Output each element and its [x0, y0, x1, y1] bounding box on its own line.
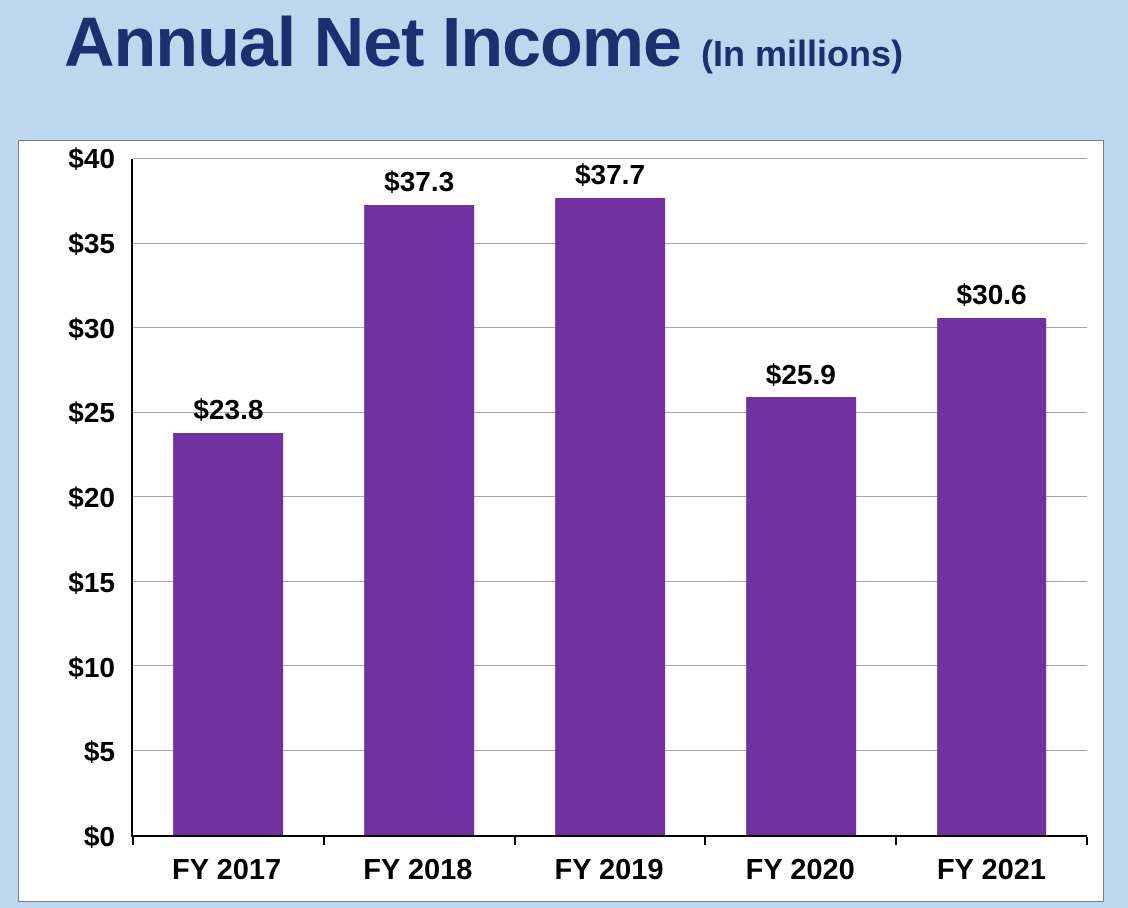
- bar-fy-2021: [936, 317, 1047, 835]
- y-tick-label: $30: [68, 312, 115, 344]
- gridline: [133, 158, 1087, 159]
- y-tick-label: $10: [68, 651, 115, 683]
- y-tick-label: $25: [68, 397, 115, 429]
- chart-subtitle: (In millions): [700, 33, 903, 74]
- x-tick-label: FY 2018: [363, 853, 473, 886]
- x-tick-label: FY 2020: [745, 853, 855, 886]
- y-tick-label: $5: [83, 736, 115, 768]
- y-tick-label: $35: [68, 227, 115, 259]
- bar-value-label: $25.9: [765, 358, 836, 390]
- x-tick-mark: [322, 837, 325, 845]
- bar-value-label: $37.7: [574, 159, 646, 191]
- bar-fy-2017: [173, 432, 284, 835]
- chart-header: Annual Net Income (In millions): [64, 2, 903, 82]
- x-tick-label: FY 2021: [936, 853, 1046, 886]
- x-tick-mark: [704, 837, 707, 845]
- plot-area: $23.8 $37.3 $37.7 $25.9 $30.6: [131, 158, 1088, 845]
- bar-value-label: $30.6: [956, 279, 1027, 311]
- chart-panel: $0 $5 $10 $15 $20 $25 $30 $35 $40 $23.8 $37.3 $37.…: [18, 140, 1104, 902]
- x-axis: FY 2017 FY 2018 FY 2019 FY 2020 FY 2021: [131, 845, 1087, 895]
- x-tick-mark: [1086, 837, 1088, 845]
- x-tick-label: FY 2017: [172, 853, 282, 886]
- x-tick-mark: [513, 837, 516, 845]
- bar-fy-2020: [745, 397, 856, 835]
- y-tick-label: $0: [83, 821, 115, 852]
- bar-fy-2018: [364, 204, 475, 835]
- bar-value-label: $23.8: [193, 393, 264, 425]
- y-tick-label: $20: [68, 482, 115, 513]
- x-tick-label: FY 2019: [554, 853, 664, 886]
- y-tick-label: $40: [68, 143, 115, 174]
- bar-value-label: $37.3: [384, 165, 455, 197]
- bar-fy-2019: [555, 197, 665, 835]
- x-tick-mark: [132, 837, 134, 845]
- y-axis: $0 $5 $10 $15 $20 $25 $30 $35 $40: [19, 145, 131, 851]
- chart-title: Annual Net Income: [64, 3, 682, 81]
- y-tick-label: $15: [68, 566, 115, 598]
- x-tick-mark: [895, 837, 898, 845]
